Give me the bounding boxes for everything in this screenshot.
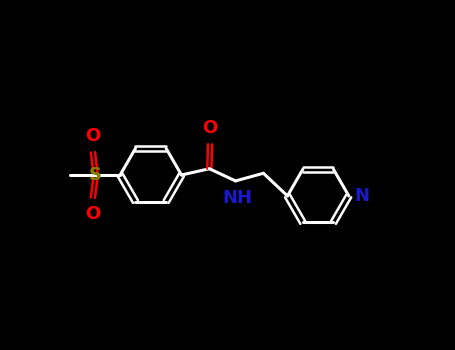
Text: N: N [354, 187, 369, 205]
Text: S: S [89, 166, 102, 184]
Text: O: O [202, 119, 217, 137]
Text: NH: NH [222, 189, 252, 206]
Text: O: O [85, 127, 101, 145]
Text: O: O [85, 205, 101, 223]
